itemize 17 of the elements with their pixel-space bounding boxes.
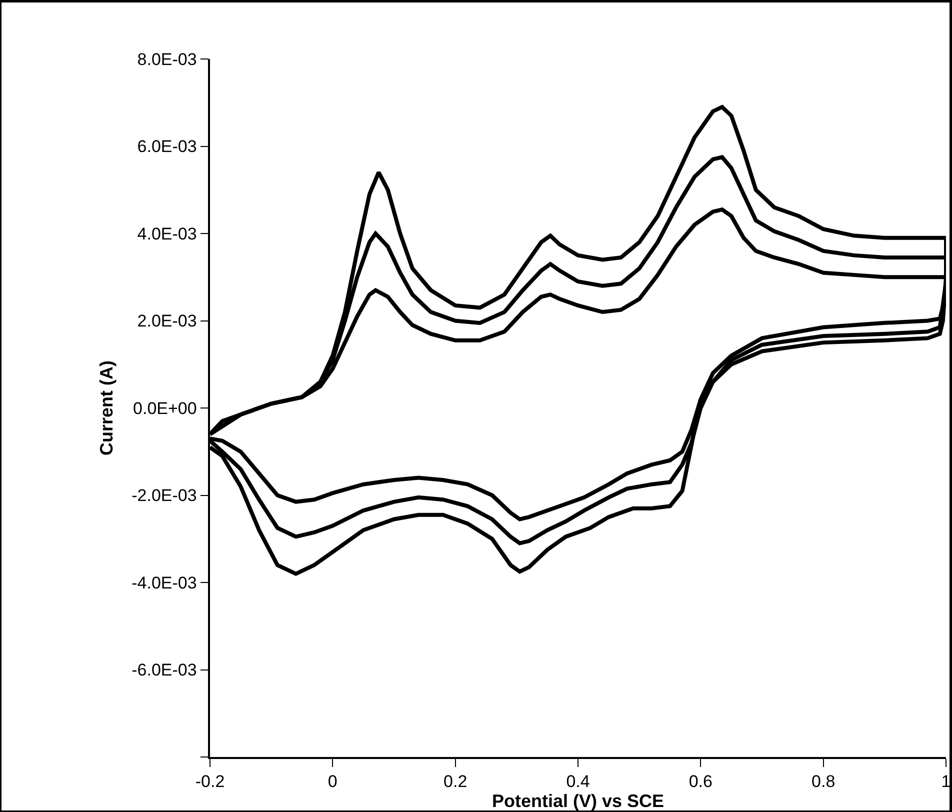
x-tick-label: 0.8 [812,772,836,792]
y-tick-label: 8.0E-03 [137,50,197,69]
y-axis-title: Current (A) [96,360,116,456]
y-tick-label: 2.0E-03 [137,312,197,331]
y-tick-label: -2.0E-03 [132,486,197,506]
x-tick-label: 0.2 [444,772,468,792]
y-tick-label: 6.0E-03 [137,137,197,156]
x-tick-label: 0.4 [566,772,590,792]
x-tick-label: 0.6 [688,772,712,792]
x-tick-label: 0 [328,772,338,792]
x-tick-label: -0.2 [195,772,225,792]
x-tick-label: 1 [941,772,951,792]
y-tick-label: 0.0E+00 [133,398,197,418]
y-tick-label: -4.0E-03 [132,573,197,592]
x-axis-title: Potential (V) vs SCE [492,791,664,812]
y-tick-label: -6.0E-03 [132,660,197,680]
y-tick-label: 4.0E-03 [137,224,197,244]
